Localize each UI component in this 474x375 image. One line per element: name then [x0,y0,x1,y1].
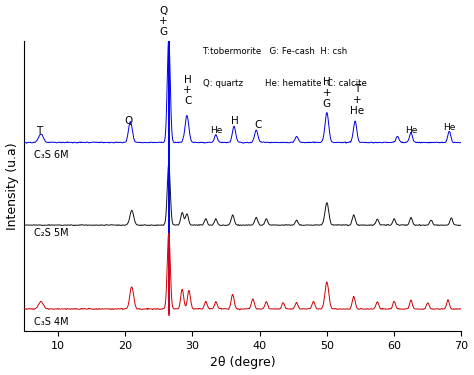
Text: C: C [255,120,262,130]
Text: Q: Q [124,116,133,126]
Text: T: T [36,126,42,136]
Y-axis label: Intensity (u.a): Intensity (u.a) [6,142,18,230]
Text: H: H [231,116,238,126]
Text: C₂S 5M: C₂S 5M [34,228,69,238]
Text: T
+
He: T + He [350,84,364,116]
Text: C₃S 4M: C₃S 4M [34,317,69,327]
Text: He: He [443,123,456,132]
X-axis label: 2θ (degre): 2θ (degre) [210,357,275,369]
Text: H
+
C: H + C [183,75,192,106]
Text: H
+
G: H + G [322,77,331,109]
Text: Q: quartz        He: hematite  C: calcite: Q: quartz He: hematite C: calcite [203,79,367,88]
Text: C₃S 6M: C₃S 6M [34,150,69,160]
Text: T:tobermorite   G: Fe-cash  H: csh: T:tobermorite G: Fe-cash H: csh [203,47,347,56]
Text: He: He [405,126,417,135]
Text: Q
+
G: Q + G [159,6,168,37]
Text: He: He [210,126,222,135]
